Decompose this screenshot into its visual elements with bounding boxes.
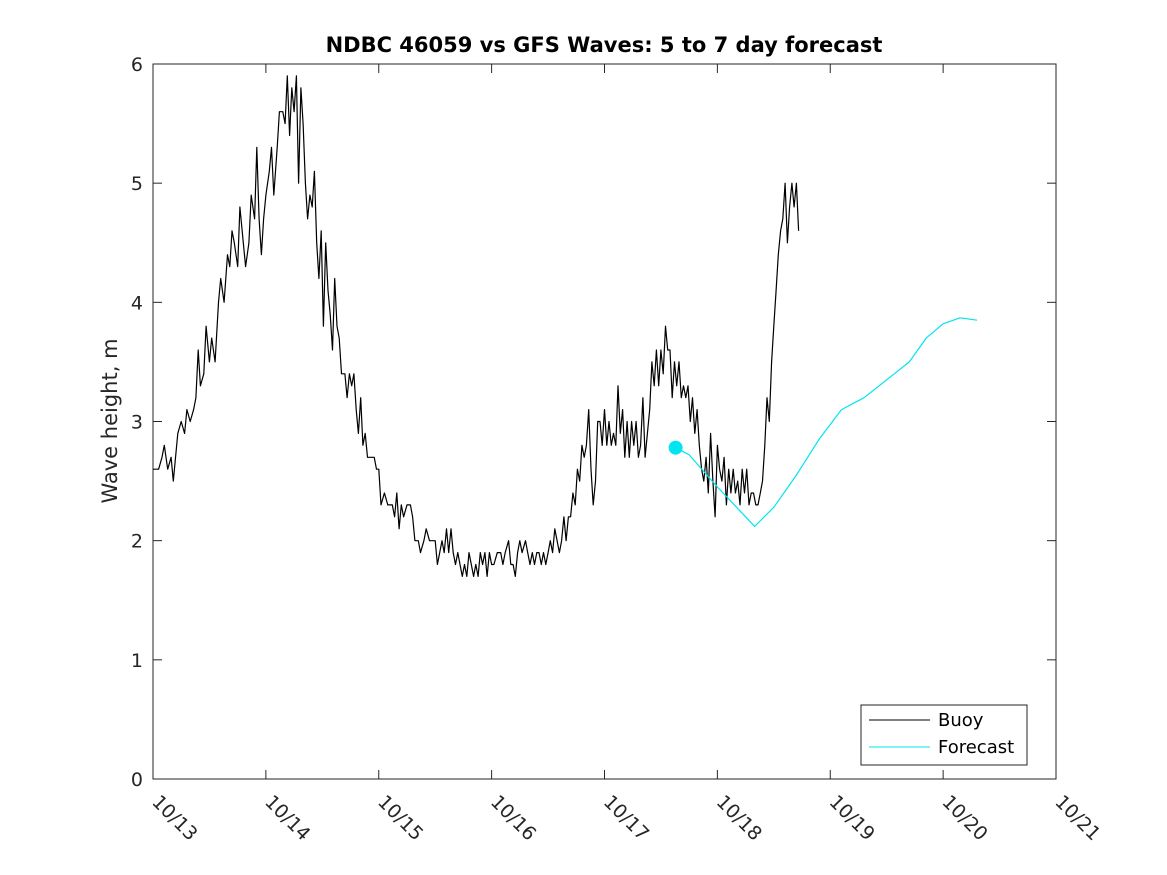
y-tick-label: 6 [131,54,143,76]
y-tick-label: 4 [131,292,143,314]
plot-frame [152,63,1057,780]
chart-title: NDBC 46059 vs GFS Waves: 5 to 7 day fore… [326,33,883,57]
y-axis-label: Wave height, m [98,338,122,503]
x-tick-label: 10/19 [825,791,879,845]
x-tick-label: 10/16 [486,791,540,845]
x-tick-label: 10/14 [260,791,314,845]
series-line-buoy [153,75,800,578]
forecast-start-marker [668,440,683,455]
y-tick-label: 0 [131,769,143,791]
x-tick-label: 10/21 [1050,791,1104,845]
series-line-forecast [675,317,978,528]
y-tick-label: 2 [131,531,143,553]
x-tick-label: 10/17 [599,791,653,845]
series-lines [153,75,978,578]
legend-label-forecast: Forecast [938,737,1014,758]
x-tick-label: 10/15 [373,791,427,845]
y-tick-label: 3 [131,412,143,434]
y-tick-label: 5 [131,173,143,195]
legend: Buoy Forecast [860,704,1028,766]
x-tick-label: 10/13 [147,791,201,845]
legend-label-buoy: Buoy [938,710,984,731]
x-tick-label: 10/20 [938,791,992,845]
y-tick-label: 1 [131,650,143,672]
legend-box [860,704,1028,766]
x-tick-label: 10/18 [712,791,766,845]
